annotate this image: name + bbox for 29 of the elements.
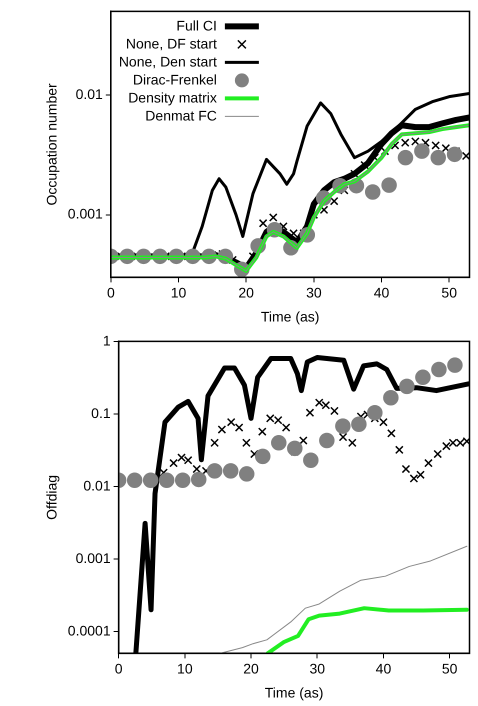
x-tick-label: 0: [106, 284, 115, 301]
x-axis-title: Time (as): [260, 308, 320, 324]
x-tick-label: 10: [177, 660, 193, 677]
legend-label: Dirac-Frenkel: [132, 71, 217, 88]
y-tick-label: 0.1: [91, 404, 111, 421]
x-tick-label: 0: [114, 660, 123, 677]
y-axis-title: Offdiag: [43, 474, 60, 520]
y-tick-label: 1: [102, 332, 111, 348]
x-tick-label: 30: [306, 284, 322, 301]
y-tick-label: 0.01: [76, 86, 104, 102]
x-tick-label: 10: [170, 284, 187, 301]
y-tick-label: 0.001: [68, 206, 104, 222]
x-tick-label: 40: [376, 660, 392, 677]
x-tick-label: 40: [374, 284, 390, 301]
legend-label: Full CI: [176, 17, 217, 34]
legend-label: Denmat FC: [145, 107, 217, 124]
legend-label: None, Den start: [118, 53, 217, 70]
x-tick-label: 20: [238, 284, 254, 301]
x-tick-label: 50: [442, 660, 458, 677]
y-tick-label: 0.0001: [68, 622, 111, 638]
legend-label: Density matrix: [128, 89, 217, 106]
legend-label: None, DF start: [126, 35, 217, 52]
x-tick-label: 50: [441, 284, 458, 301]
x-tick-label: 30: [309, 660, 326, 677]
y-tick-label: 0.01: [83, 477, 111, 494]
x-tick-label: 20: [243, 660, 260, 677]
y-axis-title: Occupation number: [43, 82, 60, 206]
y-tick-label: 0.001: [76, 550, 111, 566]
x-axis-title: Time (as): [264, 684, 324, 700]
